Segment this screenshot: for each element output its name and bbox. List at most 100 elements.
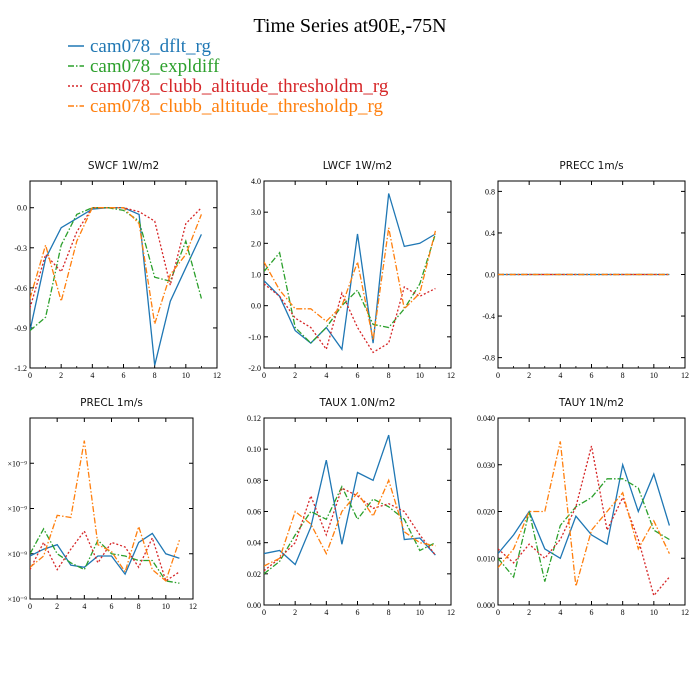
x-tick-label: 6 [590, 371, 594, 380]
series-group [30, 440, 181, 584]
x-tick-label: 4 [82, 602, 86, 611]
y-tick-label: 0.0 [17, 204, 27, 213]
x-tick-label: 0 [496, 371, 500, 380]
y-tick-label: 0.040 [477, 414, 495, 423]
y-tick-label: 0.02 [247, 570, 261, 579]
y-tick-label: 3.0 [251, 208, 261, 217]
x-tick-label: 8 [387, 371, 391, 380]
figure-title: Time Series at90E,-75N [253, 15, 446, 37]
y-tick-label: -0.3 [14, 244, 27, 253]
panel-title: SWCF 1W/m2 [88, 160, 159, 172]
chart-panel: TAUY 1N/m2 0 2 4 6 8 10 12 0.000 0.010 0.020 0.030 0… [477, 397, 689, 617]
x-tick-label: 2 [527, 371, 531, 380]
series-line [264, 227, 437, 341]
series-line [264, 193, 436, 352]
series-line [30, 532, 180, 576]
series-line [498, 462, 671, 560]
chart-panels: SWCF 1W/m20 2 4 6 8 10 12-1.2-0.9-0.6-0.30.0LW… [7, 160, 689, 617]
x-tick-label: 10 [650, 608, 658, 617]
x-tick-label: 4 [324, 608, 328, 617]
y-tick-label: 1.0 [251, 271, 261, 280]
legend-entry: cam078_clubb_altitude_thresholdp_rg [90, 96, 384, 117]
series-group [264, 434, 436, 575]
x-tick-label: 4 [324, 371, 328, 380]
x-tick-label: 10 [162, 602, 170, 611]
x-tick-label: 4 [558, 608, 562, 617]
x-tick-label: 2 [293, 371, 297, 380]
y-tick-label: 0.04 [247, 539, 261, 548]
y-tick-label: 0.030 [477, 461, 495, 470]
chart-panel: PRECC 1m/s 0 2 4 6 8 10 12 -0.8 -0.4 0.0 0.4 0.8 [482, 160, 689, 380]
y-tick-label: -0.4 [482, 312, 495, 321]
x-tick-label: 4 [90, 371, 94, 380]
x-tick-label: 2 [59, 371, 63, 380]
series-line [30, 207, 202, 366]
y-tick-label: -2.0 [248, 364, 261, 373]
x-tick-label: 12 [447, 371, 455, 380]
y-tick-label: 0.010 [477, 554, 495, 563]
x-tick-label: 8 [137, 602, 141, 611]
y-tick-label: 0.000 [477, 601, 495, 610]
y-tick-label: 0.08 [247, 476, 261, 485]
x-tick-label: 0 [28, 602, 32, 611]
y-tick-label: ×10⁻⁹ [7, 459, 27, 468]
x-tick-label: 12 [213, 371, 221, 380]
series-line [30, 207, 203, 325]
x-tick-label: 12 [189, 602, 197, 611]
series-group [498, 441, 671, 597]
x-tick-label: 4 [558, 371, 562, 380]
series-line [264, 434, 436, 566]
panel-title: TAUY 1N/m2 [558, 397, 624, 409]
series-line [30, 207, 203, 332]
series-line [498, 445, 670, 597]
y-tick-label: 0.020 [477, 508, 495, 517]
chart-panel: SWCF 1W/m2 0 2 4 6 8 10 12 -1.2 -0.9 -0.6 -0.3 0.0 [14, 160, 221, 380]
panel-title: PRECC 1m/s [559, 160, 623, 172]
series-line [264, 233, 437, 345]
x-tick-label: 12 [681, 608, 689, 617]
y-tick-label: -0.6 [14, 284, 27, 293]
chart-panel: TAUX 1.0N/m2 0 2 4 6 8 10 12 0.00 0.02 0.04 0.06 0.0… [247, 397, 455, 617]
x-tick-label: 10 [416, 608, 424, 617]
series-line [30, 440, 181, 583]
x-tick-label: 10 [416, 371, 424, 380]
series-line [30, 527, 180, 584]
y-tick-label: 0.00 [247, 601, 261, 610]
y-tick-label: 0.06 [247, 508, 261, 517]
y-tick-label: ×10⁻⁹ [7, 595, 27, 604]
x-tick-label: 12 [681, 371, 689, 380]
y-tick-label: 2.0 [251, 239, 261, 248]
x-tick-label: 12 [447, 608, 455, 617]
x-tick-label: 6 [590, 608, 594, 617]
chart-panel: LWCF 1W/m2 0 2 4 6 8 10 12 -2.0 -1.0 0.0 1.0 2.0 3.0 4… [248, 160, 455, 380]
y-tick-label: 0.0 [251, 302, 261, 311]
y-tick-label: 0.10 [247, 445, 261, 454]
y-tick-label: 4.0 [251, 177, 261, 186]
series-group [30, 207, 203, 366]
y-tick-label: 0.0 [485, 271, 495, 280]
x-tick-label: 10 [650, 371, 658, 380]
series-line [30, 529, 180, 582]
x-tick-label: 2 [293, 608, 297, 617]
series-line [498, 441, 670, 587]
series-line [264, 283, 436, 354]
x-tick-label: 8 [621, 371, 625, 380]
x-tick-label: 8 [621, 608, 625, 617]
x-tick-label: 2 [527, 608, 531, 617]
y-tick-label: 0.8 [485, 187, 495, 196]
chart-panel: PRECL 1m/s 0 2 4 6 8 10 12 ×10⁻⁹ ×10⁻⁹ ×10⁻⁹ ×10⁻⁹ [7, 397, 197, 611]
panel-title: TAUX 1.0N/m2 [319, 397, 396, 409]
legend-entry: cam078_clubb_altitude_thresholdm_rg [90, 76, 389, 97]
y-tick-label: ×10⁻⁹ [7, 505, 27, 514]
y-tick-label: -0.8 [482, 354, 495, 363]
x-tick-label: 0 [262, 608, 266, 617]
y-tick-label: 0.12 [247, 414, 261, 423]
y-tick-label: -1.0 [248, 333, 261, 342]
x-tick-label: 10 [182, 371, 190, 380]
x-tick-label: 6 [356, 371, 360, 380]
y-tick-label: -1.2 [14, 364, 27, 373]
series-line [498, 478, 670, 582]
series-line [264, 485, 436, 575]
x-tick-label: 6 [110, 602, 114, 611]
